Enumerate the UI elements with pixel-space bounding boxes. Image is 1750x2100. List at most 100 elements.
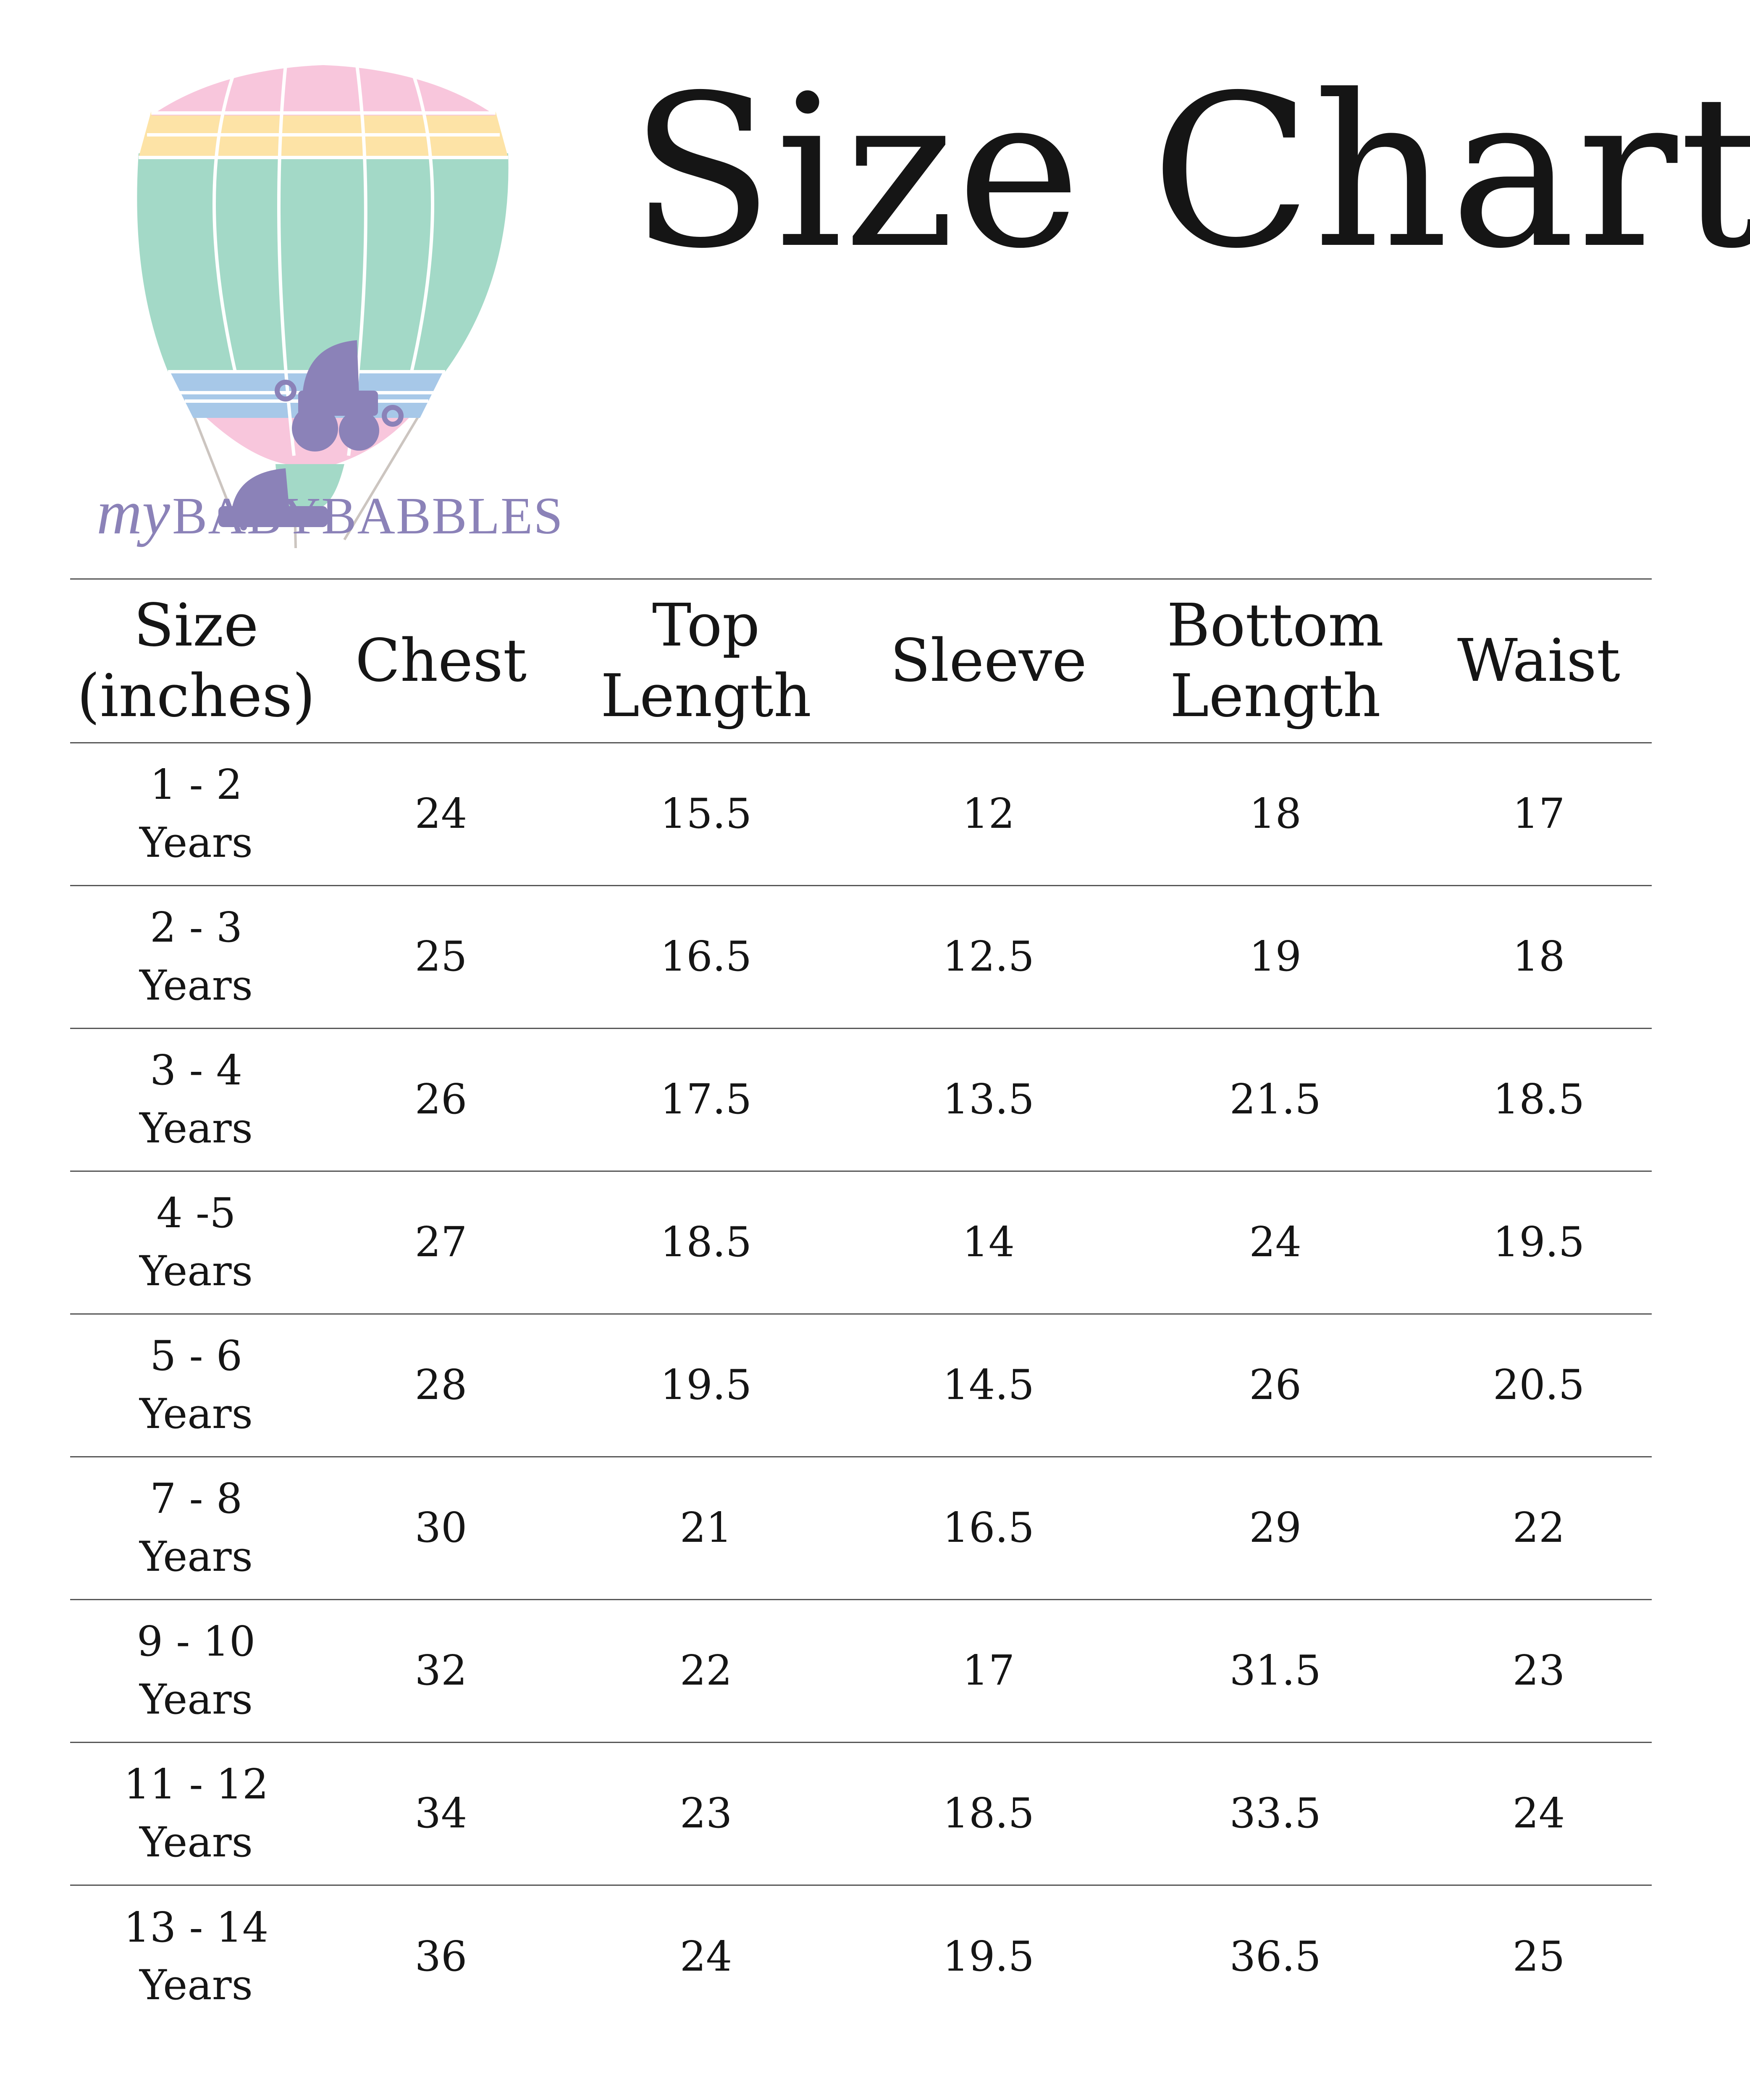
cell-size-range: 3 - 4: [150, 1047, 243, 1095]
cell-size: 7 - 8 Years: [70, 1457, 322, 1600]
brand-name: BABYBABBLES: [172, 487, 564, 545]
size-table: Size (inches) Chest Top Length Sleeve Bott…: [70, 578, 1652, 2028]
cell-sleeve: 13.5: [852, 1028, 1125, 1172]
cell-sleeve: 12: [852, 743, 1125, 886]
table-row: 3 - 4 Years 26 17.5 13.5 21.5 18.5: [70, 1028, 1652, 1172]
header-bottom-length-line2: Length: [1170, 662, 1381, 730]
cell-chest: 36: [415, 1932, 467, 1981]
header-top-length-line1: Top: [652, 591, 760, 660]
cell-top: 22: [560, 1599, 853, 1743]
table-row: 13 - 14 Years 36 24 19.5 36.5 25: [70, 1885, 1652, 2028]
cell-size-range: 2 - 3: [150, 904, 243, 952]
cell-chest: 24: [322, 743, 560, 886]
header-size-line1: Size: [134, 591, 259, 660]
cell-waist: 18.5: [1425, 1028, 1652, 1172]
brand-wordmark: my BABYBABBLES: [97, 475, 564, 550]
baby-pram-icon: [275, 340, 404, 452]
cell-top: 17.5: [560, 1028, 853, 1172]
table-row: 11 - 12 Years 34 23 18.5 33.5 24: [70, 1742, 1652, 1886]
header-sleeve-label: Sleeve: [890, 626, 1087, 695]
header-sleeve: Sleeve: [852, 579, 1125, 743]
header-top-length: Top Length: [560, 579, 853, 743]
table-row: 2 - 3 Years 25 16.5 12.5 19 18: [70, 885, 1652, 1029]
cell-size-range: 5 - 6: [150, 1332, 243, 1381]
cell-size-range: 4 -5: [156, 1189, 236, 1238]
size-table-body: 1 - 2 Years 24 15.5 12 18 17 2 - 3 Years 25 16.5 12…: [70, 743, 1652, 2028]
cell-size-range: 1 - 2: [150, 761, 243, 809]
cell-size: 5 - 6 Years: [70, 1314, 322, 1457]
header-size: Size (inches): [70, 579, 322, 743]
cell-size: 3 - 4 Years: [70, 1028, 322, 1172]
header-chest-label: Chest: [355, 626, 527, 695]
cell-size-unit: Years: [139, 1675, 253, 1724]
header-size-line2: (inches): [77, 662, 315, 730]
header-row: Size (inches) Chest Top Length Sleeve Bott…: [70, 579, 1652, 743]
cell-bottom: 24: [1125, 1171, 1426, 1315]
cell-top: 23: [560, 1742, 853, 1886]
table-row: 4 -5 Years 27 18.5 14 24 19.5: [70, 1171, 1652, 1315]
cell-size-unit: Years: [139, 1533, 253, 1581]
cell-waist: 20.5: [1425, 1314, 1652, 1457]
page-title: Size Chart: [630, 50, 1750, 294]
cell-size: 13 - 14 Years: [70, 1885, 322, 2028]
cell-top: 21: [560, 1457, 853, 1600]
cell-size-range: 11 - 12: [123, 1761, 269, 1809]
cell-waist: 25: [1512, 1932, 1565, 1981]
cell-sleeve: 14: [852, 1171, 1125, 1315]
header-waist: Waist: [1425, 579, 1652, 743]
cell-sleeve: 17: [852, 1599, 1125, 1743]
cell-size: 9 - 10 Years: [70, 1599, 322, 1743]
cell-bottom: 18: [1125, 743, 1426, 886]
cell-chest: 30: [322, 1457, 560, 1600]
cell-size-range: 7 - 8: [150, 1475, 243, 1523]
cell-size: 1 - 2 Years: [70, 743, 322, 886]
header-waist-label: Waist: [1457, 626, 1620, 695]
cell-chest: 28: [322, 1314, 560, 1457]
table-row: 7 - 8 Years 30 21 16.5 29 22: [70, 1457, 1652, 1600]
cell-top: 24: [680, 1932, 732, 1981]
cell-waist: 18: [1425, 885, 1652, 1029]
cell-bottom: 26: [1125, 1314, 1426, 1457]
cell-size-unit: Years: [139, 1818, 253, 1866]
cell-bottom: 31.5: [1125, 1599, 1426, 1743]
cell-waist: 17: [1425, 743, 1652, 886]
cell-size: 11 - 12 Years: [70, 1742, 322, 1886]
cell-top: 19.5: [560, 1314, 853, 1457]
cell-bottom: 29: [1125, 1457, 1426, 1600]
cell-chest: 27: [322, 1171, 560, 1315]
table-row: 9 - 10 Years 32 22 17 31.5 23: [70, 1599, 1652, 1743]
cell-top: 15.5: [560, 743, 853, 886]
header-bottom-length: Bottom Length: [1125, 579, 1426, 743]
cell-waist: 23: [1425, 1599, 1652, 1743]
cell-size-unit: Years: [139, 961, 253, 1010]
cell-chest: 26: [322, 1028, 560, 1172]
cell-sleeve: 19.5: [942, 1932, 1034, 1981]
cell-top: 16.5: [560, 885, 853, 1029]
cell-size-unit: Years: [139, 819, 253, 867]
cell-waist: 19.5: [1425, 1171, 1652, 1315]
cell-size-unit: Years: [139, 1247, 253, 1295]
cell-bottom: 19: [1125, 885, 1426, 1029]
cell-bottom: 21.5: [1125, 1028, 1426, 1172]
cell-size-unit: Years: [139, 1104, 253, 1152]
cell-sleeve: 14.5: [852, 1314, 1125, 1457]
header-top-length-line2: Length: [601, 662, 812, 730]
cell-size-range: 9 - 10: [136, 1618, 256, 1666]
cell-sleeve: 12.5: [852, 885, 1125, 1029]
cell-size-unit: Years: [139, 1390, 253, 1438]
cell-size: 4 -5 Years: [70, 1171, 322, 1315]
cell-top: 18.5: [560, 1171, 853, 1315]
table-row: 1 - 2 Years 24 15.5 12 18 17: [70, 743, 1652, 886]
cell-waist: 22: [1425, 1457, 1652, 1600]
cell-size-unit: Years: [139, 1961, 253, 2010]
cell-waist: 24: [1425, 1742, 1652, 1886]
cell-chest: 34: [322, 1742, 560, 1886]
cell-chest: 32: [322, 1599, 560, 1743]
cell-chest: 25: [322, 885, 560, 1029]
cell-sleeve: 16.5: [852, 1457, 1125, 1600]
cell-size-range: 13 - 14: [123, 1904, 269, 1952]
cell-size: 2 - 3 Years: [70, 885, 322, 1029]
brand-script: my: [97, 478, 170, 547]
cell-sleeve: 18.5: [852, 1742, 1125, 1886]
table-row: 5 - 6 Years 28 19.5 14.5 26 20.5: [70, 1314, 1652, 1457]
